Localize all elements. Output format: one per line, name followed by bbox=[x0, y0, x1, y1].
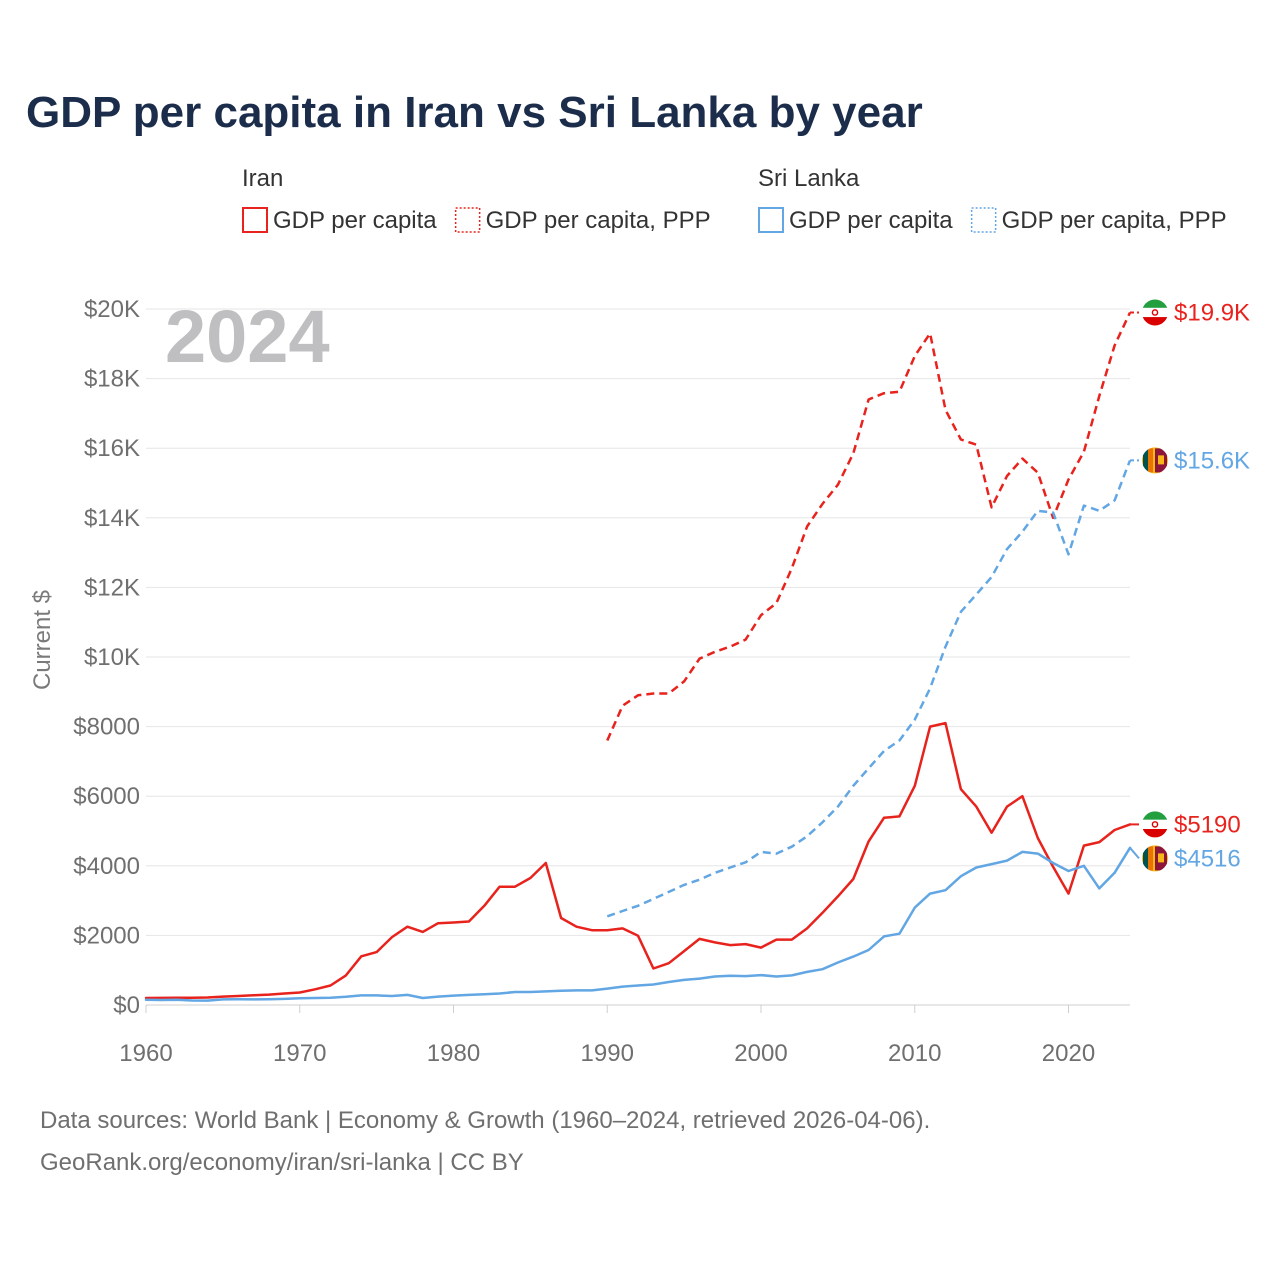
flag-stripe-red bbox=[1141, 317, 1169, 327]
x-tick-label: 2000 bbox=[734, 1040, 787, 1067]
y-tick-label: $14K bbox=[84, 505, 140, 532]
flag-emblem bbox=[1151, 309, 1159, 316]
source-link[interactable]: GeoRank.org/economy/iran/sri-lanka | CC … bbox=[40, 1149, 524, 1176]
end-value-label: $4516 bbox=[1174, 845, 1241, 872]
y-tick-label: $0 bbox=[113, 992, 140, 1019]
flag-stripe-green bbox=[1143, 448, 1148, 473]
end-value-label: $15.6K bbox=[1174, 447, 1250, 474]
y-tick-label: $20K bbox=[84, 296, 140, 323]
x-tick-label: 2020 bbox=[1042, 1040, 1095, 1067]
legend-item-label: GDP per capita, PPP bbox=[486, 207, 711, 234]
flag-lion bbox=[1158, 455, 1164, 465]
x-tick-label: 2010 bbox=[888, 1040, 941, 1067]
series-line-iran_ppp bbox=[606, 311, 1132, 742]
y-tick-label: $12K bbox=[84, 574, 140, 601]
flag-body bbox=[1141, 810, 1169, 839]
flag-ring bbox=[1140, 297, 1170, 328]
legend-swatch bbox=[970, 207, 997, 233]
source-note: Data sources: World Bank | Economy & Gro… bbox=[40, 1107, 931, 1134]
series-line-sl_ppp bbox=[606, 459, 1132, 918]
y-tick-label: $10K bbox=[84, 644, 140, 671]
legend-group-1: Sri Lanka bbox=[758, 165, 860, 192]
grid-lines bbox=[146, 308, 1130, 1006]
y-axis-title: Current $ bbox=[29, 590, 56, 690]
legend-swatch bbox=[758, 207, 784, 233]
legend-item-label: GDP per capita, PPP bbox=[1002, 207, 1227, 234]
y-tick-label: $6000 bbox=[73, 783, 140, 810]
end-markers: $19.9K $15.6K $5190 $4516 bbox=[1129, 297, 1250, 874]
x-tick-label: 1990 bbox=[581, 1040, 634, 1067]
flag-ring bbox=[1140, 809, 1170, 840]
series-line-iran_gdp bbox=[144, 721, 1132, 1000]
end-connector bbox=[1129, 847, 1140, 860]
flag-ring bbox=[1140, 445, 1170, 476]
iran-flag-icon bbox=[1140, 809, 1170, 840]
end-value-label: $5190 bbox=[1174, 811, 1241, 838]
flag-stripe-green bbox=[1141, 810, 1169, 820]
flag-stripe-red bbox=[1141, 828, 1169, 839]
legend-group-0: Iran bbox=[242, 165, 283, 192]
legend: Iran GDP per capita GDP per capita, PPP Sri… bbox=[242, 165, 1227, 234]
x-tick-label: 1960 bbox=[119, 1040, 172, 1067]
flag-stripe-green bbox=[1141, 298, 1169, 308]
flag-stripe-green bbox=[1143, 846, 1148, 871]
iran-flag-icon bbox=[1140, 297, 1170, 328]
flag-emblem bbox=[1151, 821, 1159, 828]
flag-stripe-orange bbox=[1148, 846, 1153, 871]
legend-item-label: GDP per capita bbox=[789, 207, 953, 234]
year-watermark: 2024 bbox=[165, 295, 330, 378]
y-tick-label: $16K bbox=[84, 435, 140, 462]
series-line-sl_gdp bbox=[144, 846, 1132, 1002]
y-tick-label: $8000 bbox=[73, 714, 140, 741]
legend-item-label: GDP per capita bbox=[273, 207, 437, 234]
y-axis: $0 $2000 $4000 $6000 $8000 $10K $12K $14K $16K $1… bbox=[73, 296, 140, 1019]
end-value-label: $19.9K bbox=[1174, 299, 1250, 326]
flag-stripe-orange bbox=[1148, 448, 1153, 473]
flag-ring bbox=[1140, 843, 1170, 874]
y-tick-label: $18K bbox=[84, 366, 140, 393]
x-tick-label: 1980 bbox=[427, 1040, 480, 1067]
flag-lion bbox=[1158, 853, 1164, 863]
sri-lanka-flag-icon bbox=[1140, 843, 1170, 874]
legend-swatch bbox=[242, 207, 268, 233]
x-axis: 1960 1970 1980 1990 2000 2010 2020 bbox=[119, 1005, 1095, 1067]
series-lines bbox=[144, 311, 1132, 1002]
flag-stripe-white bbox=[1141, 819, 1169, 829]
flag-stripe-white bbox=[1141, 307, 1169, 318]
x-tick-label: 1970 bbox=[273, 1040, 326, 1067]
sri-lanka-flag-icon bbox=[1140, 445, 1170, 476]
y-tick-label: $2000 bbox=[73, 922, 140, 949]
chart-title: GDP per capita in Iran vs Sri Lanka by y… bbox=[26, 88, 923, 137]
legend-swatch bbox=[454, 207, 481, 233]
flag-body bbox=[1141, 298, 1169, 327]
y-tick-label: $4000 bbox=[73, 853, 140, 880]
